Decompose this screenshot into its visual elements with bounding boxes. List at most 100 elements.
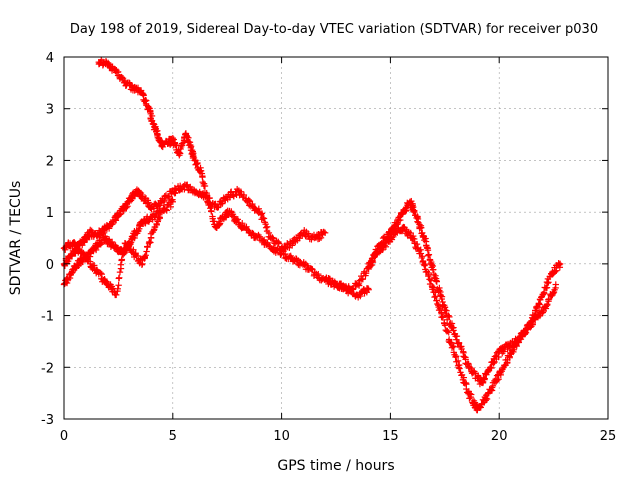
data-point-interp bbox=[362, 270, 370, 277]
data-point-interp bbox=[397, 216, 404, 224]
data-point-interp bbox=[72, 242, 80, 250]
data-point-interp bbox=[425, 271, 432, 278]
data-point-interp bbox=[249, 229, 256, 237]
tick-labels: 0 5 10 15 20 25 -3 -2 -1 0 1 2 3 4 bbox=[41, 51, 616, 444]
data-point bbox=[187, 141, 194, 149]
data-point-interp bbox=[193, 160, 200, 168]
data-point-interp bbox=[483, 395, 491, 403]
data-point-interp bbox=[433, 297, 440, 304]
data-point-interp bbox=[545, 279, 552, 286]
data-point-interp bbox=[262, 224, 270, 231]
data-point bbox=[113, 291, 120, 299]
data-point-interp bbox=[93, 243, 100, 251]
data-point-interp bbox=[452, 352, 460, 360]
data-point-interp bbox=[260, 215, 268, 222]
data-point bbox=[321, 229, 329, 237]
data-point-interp bbox=[142, 252, 149, 259]
data-point bbox=[169, 198, 176, 205]
x-tick-label: 20 bbox=[491, 429, 508, 444]
data-point-interp bbox=[144, 243, 151, 251]
data-point-interp bbox=[464, 360, 472, 367]
y-tick-label: 1 bbox=[46, 206, 54, 221]
data-point-interp bbox=[432, 293, 439, 300]
data-point bbox=[552, 281, 559, 288]
x-tick-label: 25 bbox=[600, 429, 617, 444]
x-tick-label: 0 bbox=[60, 429, 68, 444]
data-point-interp bbox=[467, 393, 474, 401]
x-tick-label: 10 bbox=[273, 429, 290, 444]
data-point-interp bbox=[453, 332, 461, 340]
data-point-interp bbox=[114, 285, 121, 293]
data-point-interp bbox=[72, 264, 79, 272]
data-point-interp bbox=[116, 274, 123, 281]
data-point-interp bbox=[176, 149, 183, 156]
chart-title: Day 198 of 2019, Sidereal Day-to-day VTE… bbox=[70, 22, 598, 37]
data-markers bbox=[60, 56, 564, 414]
data-point-interp bbox=[208, 208, 215, 215]
data-point-interp bbox=[206, 194, 213, 202]
data-point-interp bbox=[169, 134, 177, 142]
data-point-interp bbox=[153, 221, 160, 229]
data-point-interp bbox=[257, 211, 265, 218]
data-point-interp bbox=[133, 252, 141, 260]
x-tick-label: 15 bbox=[382, 429, 399, 444]
data-point-interp bbox=[536, 312, 544, 320]
data-point-interp bbox=[301, 261, 308, 268]
data-point-interp bbox=[139, 191, 146, 199]
data-point-interp bbox=[506, 354, 513, 361]
data-point-interp bbox=[183, 182, 191, 190]
data-point-interp bbox=[515, 339, 522, 346]
data-point-interp bbox=[157, 199, 164, 207]
data-point bbox=[197, 167, 205, 174]
data-point-interp bbox=[446, 313, 453, 321]
data-point-interp bbox=[275, 240, 282, 247]
data-point-interp bbox=[117, 261, 125, 268]
data-point-interp bbox=[425, 251, 433, 258]
data-point-interp bbox=[456, 365, 463, 372]
data-point bbox=[487, 364, 494, 371]
data-point-interp bbox=[251, 207, 258, 214]
data-point bbox=[556, 260, 564, 268]
data-point-interp bbox=[488, 364, 495, 372]
data-point bbox=[202, 193, 209, 200]
data-point-interp bbox=[441, 322, 449, 329]
data-point-interp bbox=[421, 262, 428, 269]
data-point-interp bbox=[119, 250, 127, 257]
data-point-interp bbox=[495, 376, 502, 383]
data-point-interp bbox=[62, 246, 69, 253]
data-point bbox=[417, 250, 425, 257]
data-point-interp bbox=[121, 245, 128, 253]
data-point-interp bbox=[71, 239, 78, 246]
data-point-interp bbox=[315, 270, 322, 278]
data-point-interp bbox=[513, 342, 520, 350]
data-point-interp bbox=[144, 200, 151, 207]
data-point-interp bbox=[117, 210, 124, 217]
data-point-interp bbox=[431, 293, 438, 301]
data-point-interp bbox=[317, 234, 325, 242]
data-point-interp bbox=[118, 256, 126, 263]
data-point-interp bbox=[212, 200, 219, 208]
data-point-interp bbox=[134, 227, 142, 234]
data-point-interp bbox=[240, 191, 248, 199]
y-axis-label: SDTVAR / TECUs bbox=[8, 181, 24, 296]
data-point-interp bbox=[540, 289, 548, 296]
data-point-interp bbox=[167, 203, 174, 211]
data-point-interp bbox=[543, 284, 551, 291]
data-point-interp bbox=[427, 277, 435, 284]
data-point-interp bbox=[445, 329, 452, 336]
data-point-interp bbox=[172, 189, 179, 197]
data-point-interp bbox=[143, 248, 150, 255]
x-axis-label: GPS time / hours bbox=[277, 458, 394, 474]
data-point bbox=[156, 214, 163, 221]
data-point-interp bbox=[433, 278, 440, 285]
data-point-interp bbox=[439, 314, 446, 321]
data-point-interp bbox=[419, 229, 426, 237]
data-point-interp bbox=[258, 210, 266, 217]
data-point-interp bbox=[355, 280, 363, 288]
data-point-interp bbox=[345, 283, 352, 290]
y-tick-label: 2 bbox=[46, 154, 54, 169]
data-point-interp bbox=[449, 342, 457, 350]
data-point-interp bbox=[436, 305, 444, 312]
data-point-interp bbox=[226, 194, 234, 201]
y-tick-label: -2 bbox=[41, 361, 54, 376]
